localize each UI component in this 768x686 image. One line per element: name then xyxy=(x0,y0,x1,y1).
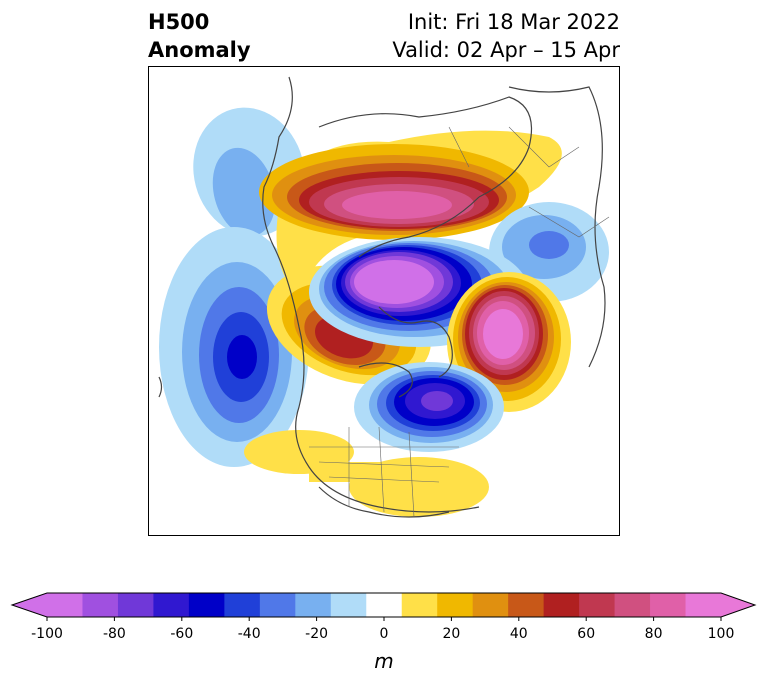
colorbar-segment xyxy=(508,593,545,617)
valid-period: Valid: 02 Apr – 15 Apr xyxy=(392,38,620,62)
colorbar-segment xyxy=(82,593,119,617)
colorbar-tick-label: 80 xyxy=(645,626,663,642)
colorbar-segment xyxy=(685,593,722,617)
colorbar-tick-label: 20 xyxy=(442,626,460,642)
title-right: Init: Fri 18 Mar 2022 Valid: 02 Apr – 15… xyxy=(392,8,620,64)
coastlines xyxy=(158,76,606,518)
colorbar-segment xyxy=(330,593,367,617)
title-left: H500 Anomaly xyxy=(148,8,251,64)
title-type: Anomaly xyxy=(148,38,251,62)
colorbar-graphic: -100 -80 -60 -40 -20 0 20 40 60 80 100 m xyxy=(10,592,757,673)
colorbar-over-arrow xyxy=(721,593,755,617)
positive-anomaly-northeast-asia xyxy=(259,130,562,297)
colorbar-tick-label: 0 xyxy=(380,626,389,642)
colorbar-tick-label: 40 xyxy=(510,626,528,642)
colorbar-segment xyxy=(401,593,438,617)
colorbar-tick-label: -40 xyxy=(238,626,261,642)
colorbar: -100 -80 -60 -40 -20 0 20 40 60 80 100 m xyxy=(0,580,768,680)
colorbar-tick-label: 60 xyxy=(577,626,595,642)
colorbar-tick-label: -80 xyxy=(103,626,126,642)
colorbar-tick-label: -60 xyxy=(170,626,193,642)
colorbar-segment xyxy=(543,593,580,617)
colorbar-segment xyxy=(366,593,403,617)
colorbar-tick-label: 100 xyxy=(708,626,735,642)
colorbar-segment xyxy=(579,593,616,617)
colorbar-segment xyxy=(614,593,651,617)
colorbar-segment xyxy=(117,593,154,617)
colorbar-under-arrow xyxy=(12,593,47,617)
colorbar-segment xyxy=(259,593,296,617)
anomaly-map xyxy=(158,76,610,518)
colorbar-segment xyxy=(437,593,474,617)
map-panel xyxy=(148,66,620,536)
colorbar-segment xyxy=(224,593,261,617)
title-variable: H500 xyxy=(148,10,210,34)
country-borders xyxy=(309,126,610,518)
init-time: Init: Fri 18 Mar 2022 xyxy=(407,10,620,34)
colorbar-segment xyxy=(188,593,225,617)
positive-anomaly-us xyxy=(244,430,489,517)
colorbar-unit-label: m xyxy=(374,649,393,673)
colorbar-segment xyxy=(650,593,687,617)
colorbar-segment xyxy=(472,593,509,617)
colorbar-segment xyxy=(153,593,190,617)
negative-anomaly-north-pacific xyxy=(159,107,309,467)
colorbar-tick-label: -100 xyxy=(31,626,63,642)
colorbar-tick-label: -20 xyxy=(305,626,328,642)
colorbar-segment xyxy=(295,593,332,617)
colorbar-segment xyxy=(47,593,83,617)
negative-anomaly-hudson xyxy=(354,362,504,452)
